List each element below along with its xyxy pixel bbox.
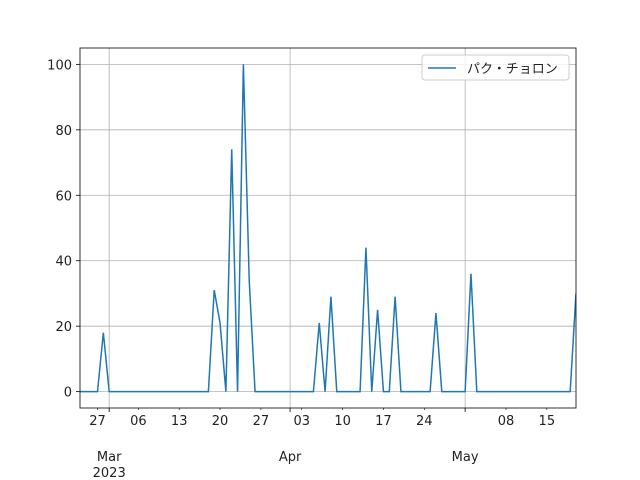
legend-box bbox=[421, 54, 570, 81]
x-tick-label: 08 bbox=[498, 414, 515, 429]
y-tick-label: 40 bbox=[55, 255, 72, 270]
x-tick-label: 13 bbox=[171, 414, 188, 429]
x-tick-label: Apr bbox=[279, 450, 302, 465]
x-tick-label: 24 bbox=[416, 414, 433, 429]
y-tick-label: 100 bbox=[47, 58, 72, 73]
x-tick-label: 27 bbox=[89, 414, 106, 429]
x-tick-label: 17 bbox=[375, 414, 392, 429]
axes-frame bbox=[79, 47, 577, 409]
x-tick-label: May bbox=[452, 450, 479, 465]
legend-label: パク・チョロン bbox=[467, 62, 558, 77]
x-tick-label: 15 bbox=[539, 414, 556, 429]
x-tick-label: 20 bbox=[212, 414, 229, 429]
x-tick-label: 27 bbox=[253, 414, 270, 429]
x-tick-label: Mar 2023 bbox=[93, 450, 126, 480]
y-tick-label: 80 bbox=[55, 124, 72, 139]
y-tick-label: 60 bbox=[55, 189, 72, 204]
x-tick-label: 10 bbox=[334, 414, 351, 429]
x-tick-label: 06 bbox=[130, 414, 147, 429]
line bbox=[80, 64, 576, 393]
y-tick-label: 0 bbox=[64, 386, 72, 401]
x-tick-label: 03 bbox=[293, 414, 310, 429]
y-tick-label: 20 bbox=[55, 320, 72, 335]
